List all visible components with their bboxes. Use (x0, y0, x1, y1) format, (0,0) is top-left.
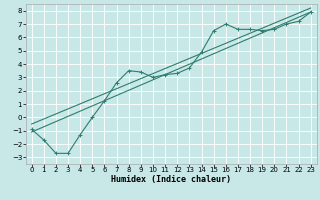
X-axis label: Humidex (Indice chaleur): Humidex (Indice chaleur) (111, 175, 231, 184)
